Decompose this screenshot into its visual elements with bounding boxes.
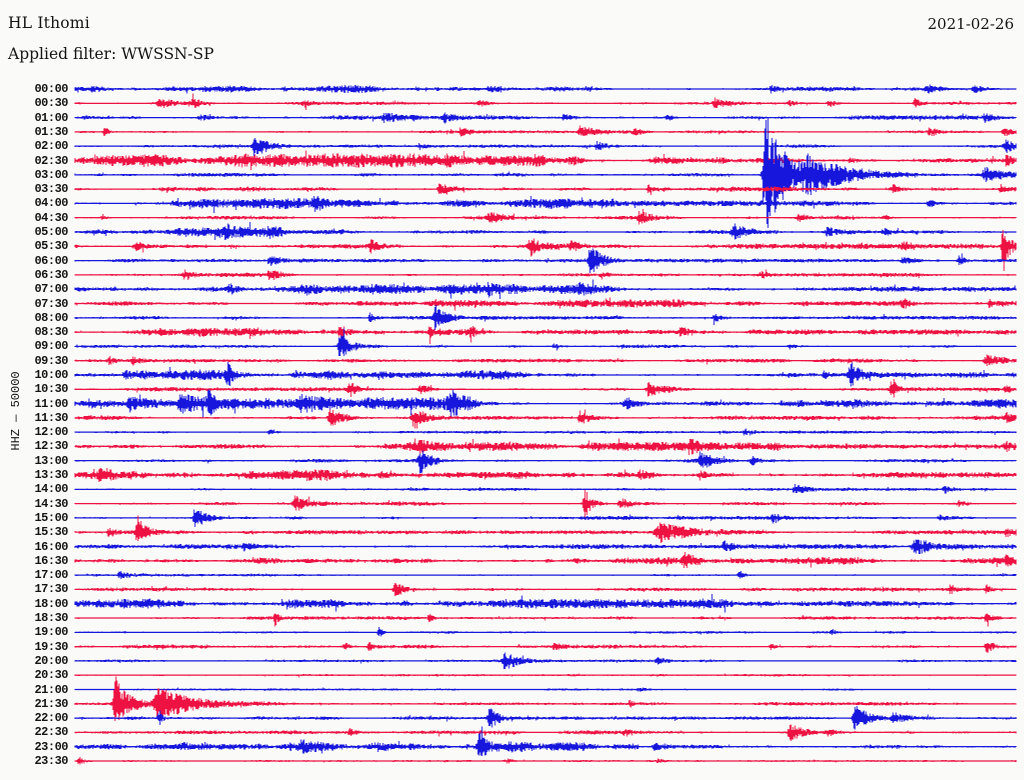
time-label-1100: 11:00 [34,396,68,411]
time-label-1900: 19:00 [34,625,68,640]
time-label-2230: 22:30 [34,725,68,740]
time-label-0230: 02:30 [34,153,68,168]
applied-filter-label: Applied filter: WWSSN-SP [8,45,214,63]
time-label-1430: 14:30 [34,496,68,511]
time-label-0100: 01:00 [34,110,68,125]
time-label-1230: 12:30 [34,439,68,454]
time-label-0830: 08:30 [34,325,68,340]
time-label-1700: 17:00 [34,568,68,583]
time-label-0730: 07:30 [34,296,68,311]
time-label-1530: 15:30 [34,525,68,540]
time-label-1400: 14:00 [34,482,68,497]
time-label-0500: 05:00 [34,225,68,239]
time-label-0700: 07:00 [34,282,68,297]
time-label-2100: 21:00 [34,682,68,697]
station-title: HL Ithomi [8,14,90,32]
time-label-1200: 12:00 [34,425,68,440]
time-label-2300: 23:00 [34,739,68,754]
time-label-0930: 09:30 [34,353,68,368]
time-label-1300: 13:00 [34,453,68,468]
time-label-1030: 10:30 [34,382,68,397]
plot-date: 2021-02-26 [927,15,1014,33]
time-label-0430: 04:30 [34,210,68,225]
time-label-2000: 20:00 [34,653,68,668]
time-label-2200: 22:00 [34,711,68,726]
time-label-0300: 03:00 [34,167,68,182]
time-label-0030: 00:30 [34,96,68,111]
time-label-0630: 06:30 [34,267,68,282]
time-label-1730: 17:30 [34,582,68,597]
time-label-2030: 20:30 [34,668,68,683]
time-label-1800: 18:00 [34,596,68,611]
time-label-0200: 02:00 [34,139,68,154]
time-label-0530: 05:30 [34,239,68,254]
time-label-1930: 19:30 [34,639,68,654]
time-label-1000: 10:00 [34,368,68,382]
time-label-0800: 08:00 [34,310,68,325]
time-label-1330: 13:30 [34,468,68,482]
time-label-0600: 06:00 [34,253,68,268]
time-label-1500: 15:00 [34,510,68,525]
time-label-0000: 00:00 [34,82,68,96]
time-label-0400: 04:00 [34,196,68,211]
time-label-1830: 18:30 [34,611,68,625]
time-label-0330: 03:30 [34,182,68,197]
time-label-0900: 09:00 [34,339,68,354]
time-label-1130: 11:30 [34,410,68,425]
time-label-1630: 16:30 [34,553,68,568]
time-label-0130: 01:30 [34,124,68,139]
time-label-1600: 16:00 [34,539,68,554]
time-label-2130: 21:30 [34,696,68,711]
time-label-2330: 23:30 [34,754,68,768]
